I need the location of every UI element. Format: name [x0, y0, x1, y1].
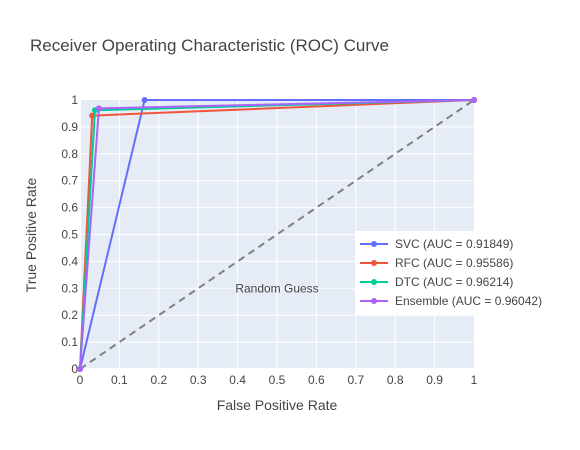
y-axis-title: True Positive Rate	[23, 177, 39, 292]
y-tick-label: 1	[71, 93, 78, 107]
x-tick-label: 0.1	[111, 373, 128, 387]
legend-label: DTC (AUC = 0.96214)	[395, 275, 513, 289]
legend-item[interactable]: SVC (AUC = 0.91849)	[360, 237, 513, 251]
legend-label: SVC (AUC = 0.91849)	[395, 237, 513, 251]
legend-label: Ensemble (AUC = 0.96042)	[395, 294, 542, 308]
y-tick-label: 0.8	[61, 147, 78, 161]
y-tick-label: 0.7	[61, 174, 78, 188]
roc-series	[77, 97, 477, 372]
y-tick-label: 0.2	[61, 308, 78, 322]
legend-swatch-marker	[371, 279, 377, 285]
y-tick-label: 0.1	[61, 335, 78, 349]
legend-item[interactable]: DTC (AUC = 0.96214)	[360, 275, 513, 289]
series-point	[77, 366, 83, 372]
x-tick-label: 0.2	[150, 373, 167, 387]
legend-swatch-marker	[371, 260, 377, 266]
y-tick-label: 0.6	[61, 201, 78, 215]
y-tick-label: 0.3	[61, 281, 78, 295]
series-point	[95, 105, 102, 112]
reference-line-path	[79, 99, 475, 370]
legend[interactable]: SVC (AUC = 0.91849) RFC (AUC = 0.95586) DT…	[355, 231, 568, 315]
y-tick-label: 0	[71, 362, 78, 376]
x-tick-label: 0.4	[229, 373, 246, 387]
x-tick-label: 0.3	[190, 373, 207, 387]
y-axis-ticks: 0 0.1 0.2 0.3 0.4 0.5 0.6 0.7 0.8 0.9 1	[61, 93, 78, 376]
x-axis-title: False Positive Rate	[217, 397, 338, 413]
x-tick-label: 0	[77, 373, 84, 387]
x-tick-label: 0.9	[426, 373, 443, 387]
legend-item[interactable]: Ensemble (AUC = 0.96042)	[360, 294, 542, 308]
gridlines	[79, 100, 474, 370]
x-tick-label: 0.8	[387, 373, 404, 387]
series-point	[471, 97, 477, 103]
x-axis-ticks: 0 0.1 0.2 0.3 0.4 0.5 0.6 0.7 0.8 0.9 1	[77, 373, 478, 387]
legend-swatch-marker	[371, 241, 377, 247]
x-tick-label: 1	[471, 373, 478, 387]
y-tick-label: 0.4	[61, 254, 78, 268]
x-tick-label: 0.5	[269, 373, 286, 387]
legend-label: RFC (AUC = 0.95586)	[395, 256, 513, 270]
random-guess-annotation: Random Guess	[235, 281, 318, 295]
chart-title: Receiver Operating Characteristic (ROC) …	[30, 36, 389, 55]
y-tick-label: 0.9	[61, 120, 78, 134]
legend-box	[355, 231, 568, 315]
legend-item[interactable]: RFC (AUC = 0.95586)	[360, 256, 513, 270]
series-point	[141, 97, 148, 103]
legend-swatch-marker	[371, 298, 377, 304]
x-tick-label: 0.7	[347, 373, 364, 387]
x-tick-label: 0.6	[308, 373, 325, 387]
random-guess-line	[79, 99, 475, 370]
y-tick-label: 0.5	[61, 228, 78, 242]
series-3	[77, 97, 477, 372]
